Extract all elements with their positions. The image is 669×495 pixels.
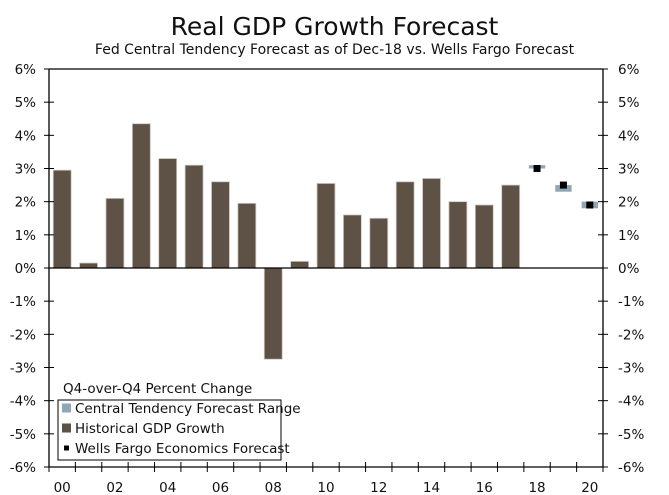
legend-box [57, 399, 282, 461]
bar-2014 [422, 178, 441, 269]
y-tick-label-right: -4% [618, 394, 644, 410]
bar-2013 [395, 181, 415, 269]
legend-swatch-wells-fargo [64, 445, 69, 451]
x-tick-label: 00 [54, 480, 71, 495]
bar-2003 [131, 123, 151, 269]
labels-layer: 6% 6% 5% 5% 4% 4% 3% 3% 2% 2% 1% 1% 0% 0% -1% -1% -2% -2%… [10, 62, 645, 495]
bar-2004 [158, 158, 178, 269]
y-tick-label-right: -1% [618, 294, 644, 310]
x-tick-label: 08 [265, 480, 282, 495]
y-tick-label-right: 1% [618, 228, 640, 244]
y-tick-label-right: -3% [618, 361, 644, 377]
bar-2002 [105, 197, 125, 269]
bars-layer [52, 123, 521, 360]
y-tick-label-right: -5% [618, 427, 644, 443]
bar-2007 [237, 202, 257, 269]
annotation-text: Q4-over-Q4 Percent Change [63, 381, 252, 397]
y-tick-label-left: 6% [15, 62, 37, 78]
chart-subtitle: Fed Central Tendency Forecast as of Dec-… [94, 42, 575, 58]
y-tick-label-right: 0% [618, 261, 640, 277]
bar-2016 [474, 204, 494, 269]
y-tick-label-left: -3% [10, 361, 36, 377]
legend-swatch-historical [62, 423, 71, 433]
wells-fargo-marker-2018 [533, 165, 541, 172]
wells-fargo-marker-2019 [559, 181, 567, 189]
bar-2011 [343, 214, 362, 269]
legend-label-historical: Historical GDP Growth [75, 421, 225, 437]
bar-2017 [501, 184, 521, 269]
axes-layer [44, 68, 608, 472]
y-tick-label-left: 0% [15, 261, 37, 277]
legend-label-central-tendency: Central Tendency Forecast Range [75, 401, 301, 417]
bar-2001 [79, 262, 98, 269]
bar-2010 [316, 183, 336, 269]
bar-2006 [211, 181, 230, 269]
wells-fargo-marker-2020 [586, 201, 594, 209]
x-tick-label: 20 [581, 480, 598, 495]
x-tick-label: 06 [212, 480, 229, 495]
y-tick-label-right: 2% [618, 195, 640, 211]
x-tick-label: 16 [476, 480, 493, 495]
x-tick-label: 18 [528, 480, 545, 495]
y-tick-label-left: -2% [10, 327, 36, 343]
y-tick-label-right: 4% [618, 128, 640, 144]
y-tick-label-right: -2% [618, 327, 644, 343]
legend-label-wells-fargo: Wells Fargo Economics Forecast [75, 441, 290, 457]
bar-2000 [52, 169, 72, 269]
bar-2005 [184, 164, 204, 269]
legend: Q4-over-Q4 Percent Change Central Tenden… [57, 381, 301, 461]
legend-swatch-central-tendency [62, 403, 71, 413]
y-tick-label-left: 3% [15, 162, 37, 178]
y-tick-label-right: 5% [618, 95, 640, 111]
x-tick-label: 04 [159, 480, 176, 495]
bar-2012 [369, 217, 389, 269]
y-tick-label-left: 1% [15, 228, 37, 244]
y-tick-label-left: -1% [10, 294, 36, 310]
y-tick-label-left: -6% [10, 460, 36, 476]
y-tick-label-left: 4% [15, 128, 37, 144]
y-tick-label-right: 3% [618, 162, 640, 178]
x-tick-label: 12 [370, 480, 387, 495]
y-tick-label-left: 2% [15, 195, 37, 211]
x-tick-label: 10 [317, 480, 334, 495]
bar-2008 [263, 267, 283, 360]
x-tick-label: 14 [423, 480, 440, 495]
y-tick-label-left: -4% [10, 394, 36, 410]
x-tick-label: 02 [106, 480, 123, 495]
bar-2009 [290, 260, 309, 269]
y-tick-label-left: 5% [15, 95, 37, 111]
bar-2015 [448, 201, 468, 269]
y-tick-label-right: -6% [618, 460, 644, 476]
y-tick-label-left: -5% [10, 427, 36, 443]
chart-title: Real GDP Growth Forecast [170, 12, 499, 41]
y-tick-label-right: 6% [618, 62, 640, 78]
forecast-layer [528, 165, 598, 209]
